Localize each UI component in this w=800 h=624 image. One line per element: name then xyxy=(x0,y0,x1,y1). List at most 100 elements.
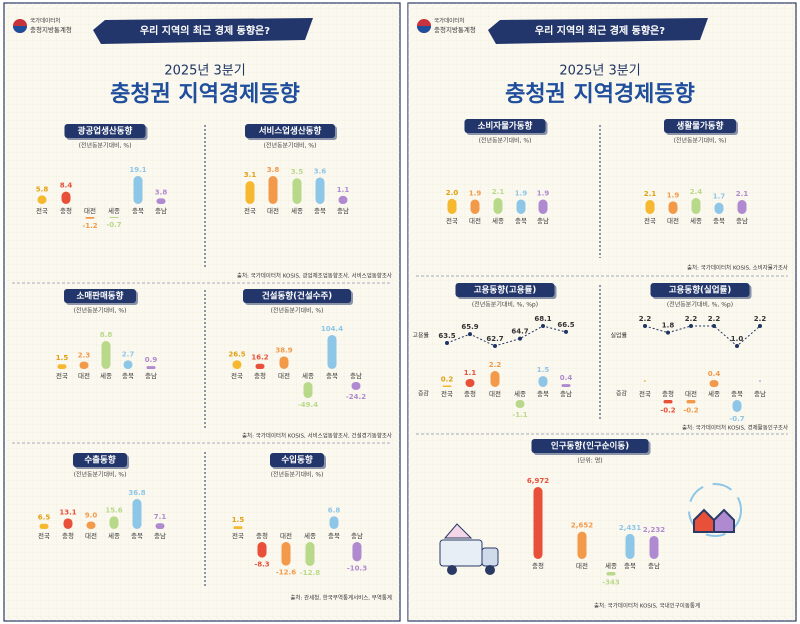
category-label: 충북 xyxy=(328,531,340,540)
ribbon xyxy=(93,18,313,44)
line-point xyxy=(541,324,545,328)
bar xyxy=(447,198,457,214)
point-label: 1.0 xyxy=(731,335,744,343)
office-name: 충청지방통계청 xyxy=(434,25,476,34)
category-label: 충남 xyxy=(754,389,766,398)
chart-title: 소매판매동향 xyxy=(77,291,124,302)
value-label: 1.9 xyxy=(537,190,550,198)
bar xyxy=(691,198,701,214)
category-label: 세종 xyxy=(108,531,120,540)
value-label: 1.9 xyxy=(469,190,482,198)
source-note: 출처: 국가데이터처 KOSIS, 경제활동인구조사 xyxy=(682,424,788,432)
value-label: 2.1 xyxy=(644,190,657,198)
category-label: 대전 xyxy=(85,531,97,540)
value-label: 3.8 xyxy=(155,188,168,196)
point-label: 63.5 xyxy=(438,332,455,340)
bar xyxy=(305,542,315,566)
value-label: 0.2 xyxy=(441,376,454,384)
bar xyxy=(442,385,452,387)
logo-half xyxy=(417,26,431,33)
category-label: 충청 xyxy=(62,531,74,540)
value-label: 2.2 xyxy=(489,361,502,369)
value-label: 26.5 xyxy=(228,350,245,358)
value-label: 1.1 xyxy=(337,186,350,194)
chart-title: 광공업생산동향 xyxy=(78,126,133,137)
value-label: -0.2 xyxy=(683,406,698,414)
bar xyxy=(156,198,166,204)
bar xyxy=(538,199,548,214)
bar xyxy=(493,198,503,214)
value-label: 2.1 xyxy=(736,190,749,198)
bar xyxy=(61,191,71,204)
value-label: 104.4 xyxy=(321,325,343,333)
category-label: 대전 xyxy=(280,531,292,540)
value-label: 0.4 xyxy=(560,374,573,382)
title-box xyxy=(64,289,136,303)
point-label: 2.2 xyxy=(754,315,767,323)
bar xyxy=(709,380,719,387)
category-label: 충청 xyxy=(532,561,544,570)
line-point xyxy=(564,329,568,334)
title-box xyxy=(73,453,127,467)
category-label: 세종 xyxy=(291,206,303,215)
bar xyxy=(233,526,243,529)
bar xyxy=(515,400,525,408)
line-point xyxy=(735,344,739,348)
value-label: 5.8 xyxy=(36,185,49,193)
houses-icon xyxy=(688,483,742,537)
source-note: 출처: 국가데이터처 KOSIS, 국내인구이동통계 xyxy=(594,602,700,610)
ribbon-text: 우리 지역의 최근 경제 동향은? xyxy=(535,24,665,37)
category-label: 세종 xyxy=(514,389,526,398)
bar xyxy=(338,195,348,204)
chart-subtitle: (전년동분기대비, %) xyxy=(74,307,127,315)
value-label: 2,431 xyxy=(619,524,641,532)
chart-subtitle: (전년동분기대비, %, %p) xyxy=(472,301,538,309)
line-point xyxy=(666,330,670,335)
value-label: 8.8 xyxy=(100,331,113,339)
period: 2025년 3분기 xyxy=(164,64,245,79)
title-box xyxy=(664,119,736,133)
chart-title: 건설동향(건설수주) xyxy=(262,291,332,302)
category-label: 세종 xyxy=(304,531,316,540)
bar xyxy=(625,533,635,559)
source-note: 출처: 관세청, 한국무역통계서비스, 무역통계 xyxy=(290,594,392,602)
main-title: 충청권 지역경제동향 xyxy=(110,82,300,107)
category-label: 대전 xyxy=(685,389,697,398)
value-label: -0.7 xyxy=(106,221,121,229)
category-label: 충남 xyxy=(351,531,363,540)
source-note: 출처: 국가데이터처 KOSIS, 광업제조업동향조사, 서비스업동향조사 xyxy=(237,272,392,280)
point-label: 68.1 xyxy=(534,315,551,323)
category-label: 충남 xyxy=(337,206,349,215)
chart-title: 수입동향 xyxy=(281,455,312,466)
value-label: -12.6 xyxy=(276,569,296,577)
bar xyxy=(133,176,143,204)
category-label: 충청 xyxy=(254,371,266,380)
line xyxy=(446,325,567,347)
category-label: 전국 xyxy=(644,216,656,225)
truck-icon xyxy=(439,523,499,575)
chart-subtitle: (전년동분기대비, %, %p) xyxy=(667,301,733,309)
value-label: 1.7 xyxy=(713,193,726,201)
title-box xyxy=(270,453,324,467)
title-box xyxy=(464,119,546,133)
chart-title: 고용동향(실업률) xyxy=(669,285,732,296)
bar xyxy=(732,400,742,412)
source-note: 출처: 국가데이터처 KOSIS, 소비자물가조사 xyxy=(687,264,788,272)
chart-title: 인구동향(인구순이동) xyxy=(551,441,629,452)
value-label: 7.1 xyxy=(154,513,167,521)
bar xyxy=(155,523,165,529)
bar xyxy=(57,364,67,369)
series-name: 고용률 xyxy=(412,333,429,340)
org-name: 국가데이터처 xyxy=(434,17,464,25)
bar xyxy=(245,181,255,204)
chart-subtitle: (전년동분기대비, %) xyxy=(479,137,532,145)
value-label: 0.4 xyxy=(708,370,721,378)
bar xyxy=(101,341,111,369)
bar xyxy=(132,499,142,529)
line-point xyxy=(445,341,449,346)
bar xyxy=(714,202,724,214)
value-label: 15.6 xyxy=(105,506,122,514)
org-name: 국가데이터처 xyxy=(30,17,60,25)
category-label: 대전 xyxy=(469,216,481,225)
category-label: 세종 xyxy=(708,389,720,398)
